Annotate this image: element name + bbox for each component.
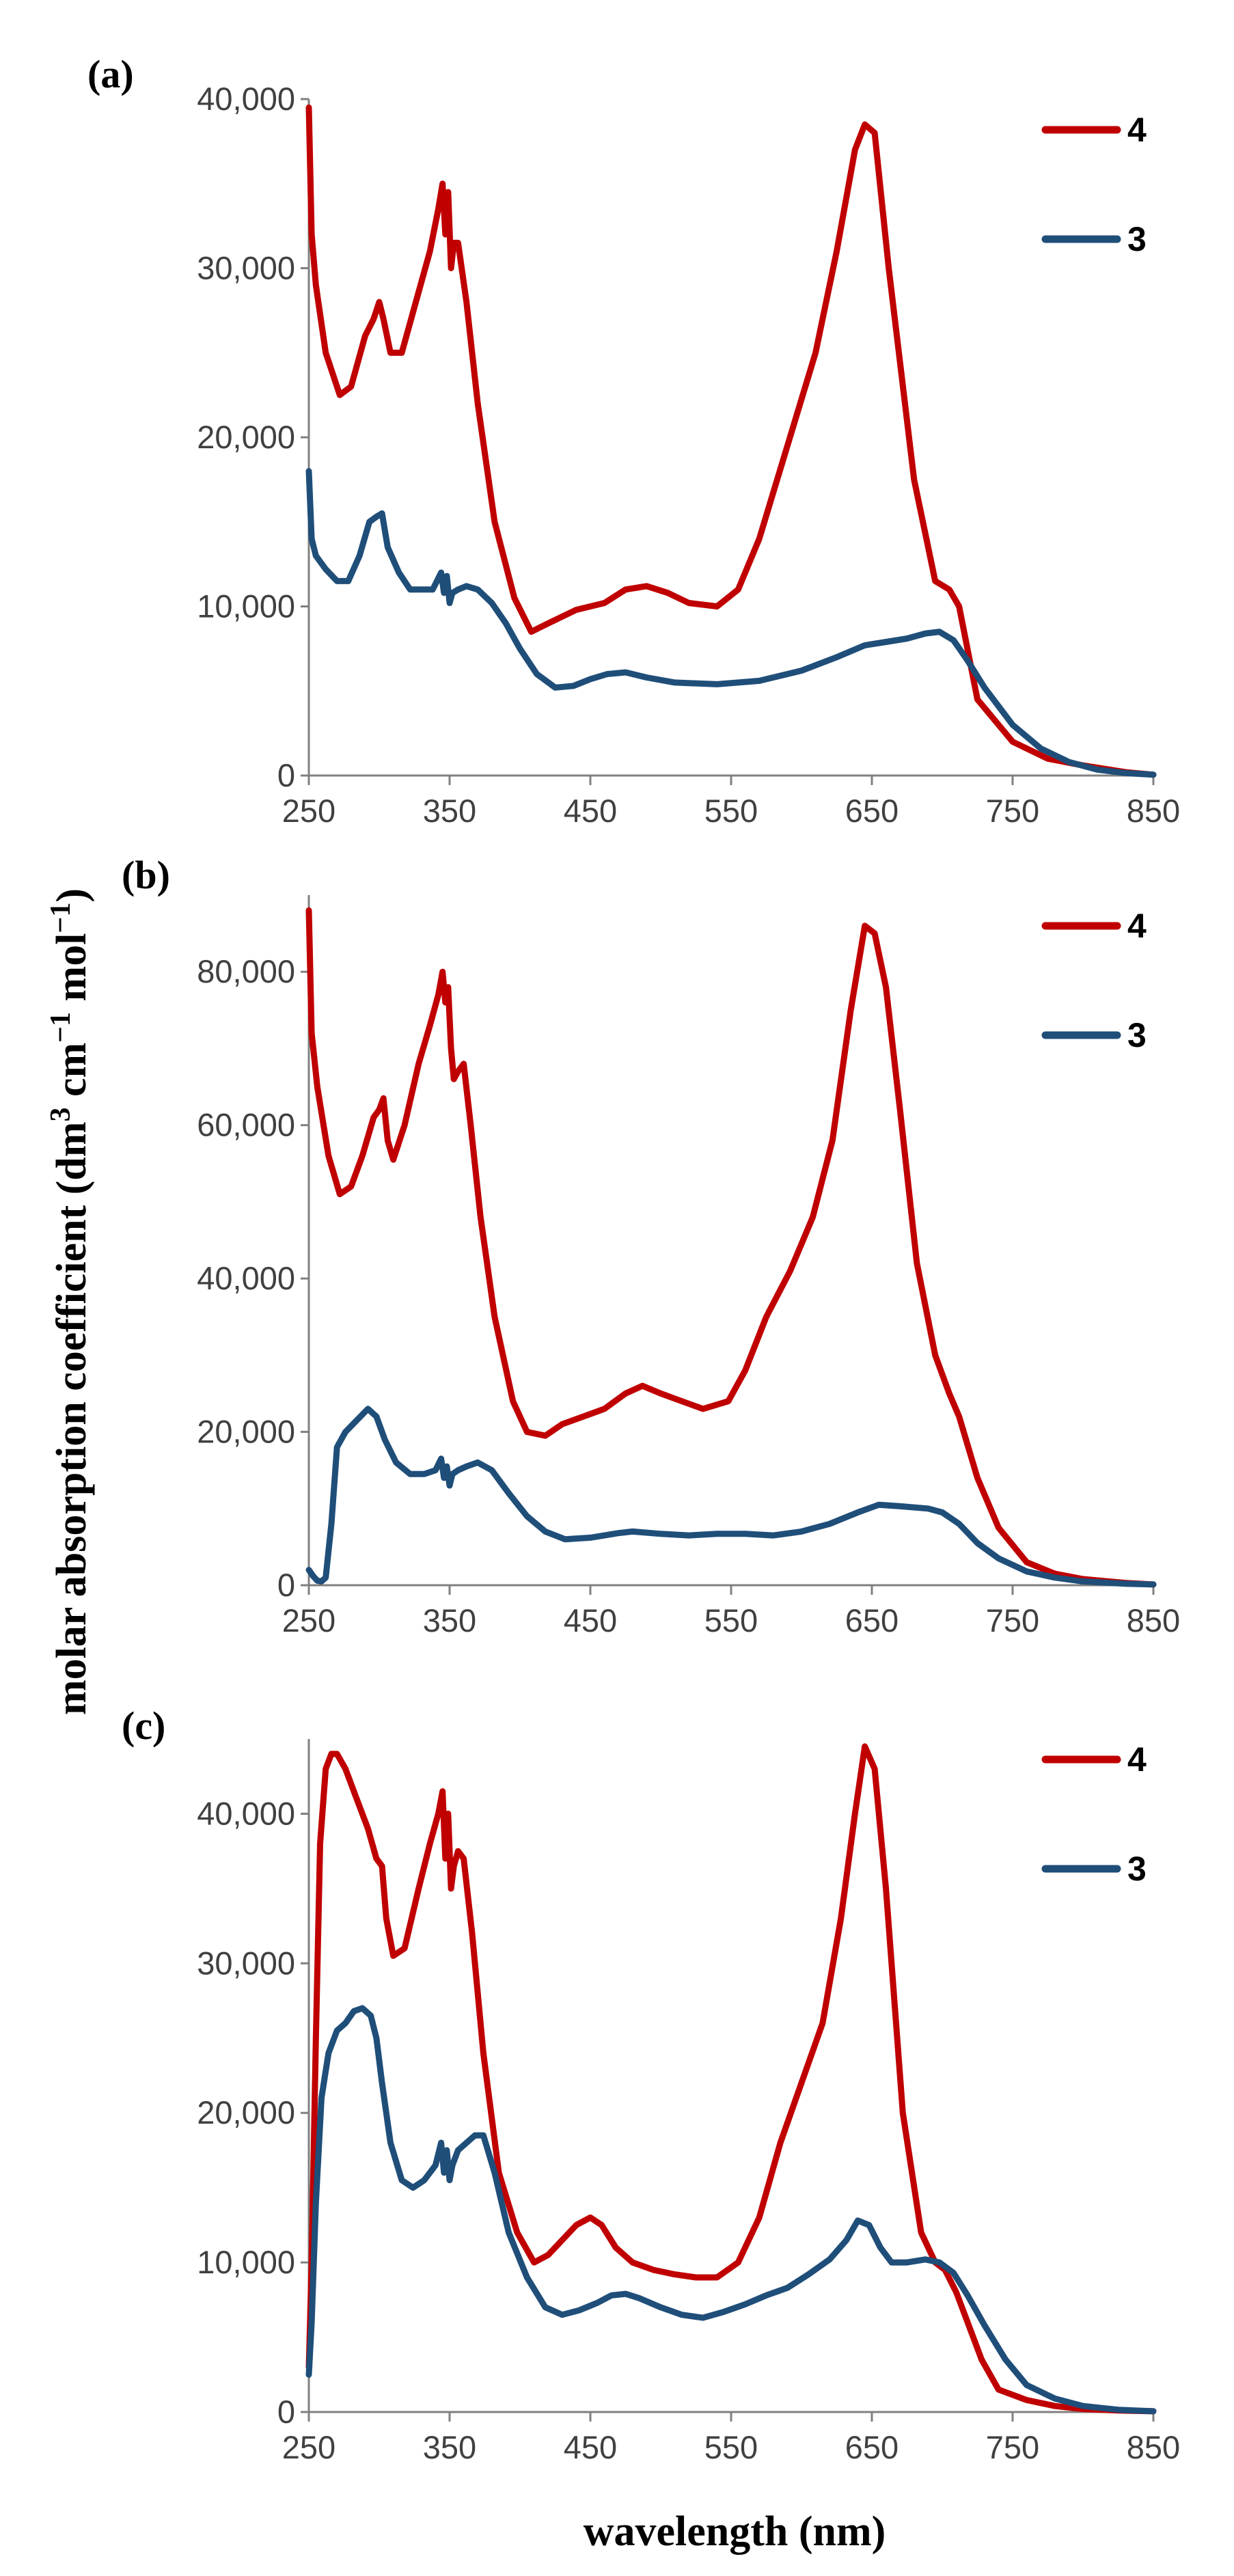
- x-tick-label: 450: [564, 793, 617, 829]
- panel-label: (b): [122, 853, 170, 897]
- panel-label: (c): [122, 1703, 165, 1748]
- x-tick-label: 250: [282, 1602, 335, 1639]
- chart-panel-2: 0 20,000 40,000 60,000 80,000 250 350 450 550 650…: [122, 853, 1180, 1639]
- y-tick-label: 20,000: [197, 2094, 295, 2130]
- legend-label-4: 4: [1127, 111, 1147, 149]
- series-line-4: [305, 907, 1157, 1588]
- y-tick-label: 10,000: [197, 588, 295, 625]
- y-tick-label: 20,000: [197, 419, 295, 455]
- x-tick-label: 450: [564, 1602, 617, 1639]
- x-axis-title: wavelength (nm): [584, 2508, 886, 2555]
- series-line-4: [305, 104, 1157, 778]
- x-tick-label: 650: [845, 793, 899, 829]
- series-line-3: [305, 468, 1157, 778]
- x-tick-label: 750: [986, 793, 1039, 829]
- x-tick-label: 850: [1127, 793, 1180, 829]
- x-tick-label: 250: [282, 793, 335, 829]
- x-tick-label: 650: [845, 2429, 899, 2465]
- series-line-4: [305, 1743, 1157, 2415]
- y-tick-label: 0: [277, 2394, 295, 2430]
- x-tick-label: 350: [423, 793, 476, 829]
- y-tick-label: 0: [277, 757, 295, 793]
- x-tick-label: 350: [423, 2429, 476, 2465]
- y-axis-title-sup-3: −1: [45, 903, 77, 933]
- y-tick-label: 10,000: [197, 2244, 295, 2280]
- legend-label-3: 3: [1127, 1016, 1147, 1054]
- y-axis-title-end: ): [49, 888, 95, 903]
- y-tick-label: 40,000: [197, 81, 295, 117]
- chart-panel-1: 0 10,000 20,000 30,000 40,000 250 350 450 550 650…: [87, 52, 1180, 829]
- series-line-3: [305, 2005, 1157, 2415]
- x-tick-label: 550: [704, 2429, 758, 2465]
- y-axis-title-mid-2: mol: [49, 933, 95, 1012]
- y-tick-label: 80,000: [197, 953, 295, 989]
- y-tick-label: 30,000: [197, 250, 295, 286]
- legend-label-4: 4: [1127, 907, 1147, 945]
- legend-label-3: 3: [1127, 220, 1147, 258]
- x-tick-label: 350: [423, 1602, 476, 1639]
- panel-label: (a): [87, 52, 134, 96]
- y-axis-title-sup-2: −1: [45, 1012, 77, 1043]
- legend-label-4: 4: [1127, 1740, 1147, 1779]
- panels: 0 10,000 20,000 30,000 40,000 250 350 450 550 650…: [87, 52, 1180, 2465]
- x-tick-label: 650: [845, 1602, 899, 1639]
- y-tick-label: 30,000: [197, 1945, 295, 1981]
- x-tick-label: 850: [1127, 2429, 1180, 2465]
- y-axis-title-main: molar absorption coefficient (dm: [49, 1122, 95, 1715]
- y-axis-title-sup-1: 3: [45, 1108, 77, 1122]
- y-tick-label: 60,000: [197, 1107, 295, 1143]
- legend-label-3: 3: [1127, 1850, 1147, 1888]
- y-tick-label: 0: [277, 1567, 295, 1603]
- chart-panel-3: 0 10,000 20,000 30,000 40,000 250 350 450 550 650…: [122, 1703, 1180, 2465]
- y-axis-title: molar absorption coefficient (dm3 cm−1 m…: [45, 888, 95, 1715]
- x-tick-label: 750: [986, 2429, 1039, 2465]
- y-tick-label: 40,000: [197, 1795, 295, 1831]
- x-tick-label: 250: [282, 2429, 335, 2465]
- y-axis-title-mid: cm: [49, 1043, 95, 1108]
- y-tick-label: 20,000: [197, 1414, 295, 1450]
- x-tick-label: 550: [704, 1602, 758, 1639]
- x-tick-label: 550: [704, 793, 758, 829]
- x-tick-label: 750: [986, 1602, 1039, 1639]
- series-line-3: [305, 1406, 1157, 1588]
- y-tick-label: 40,000: [197, 1260, 295, 1296]
- x-tick-label: 450: [564, 2429, 617, 2465]
- x-tick-label: 850: [1127, 1602, 1180, 1639]
